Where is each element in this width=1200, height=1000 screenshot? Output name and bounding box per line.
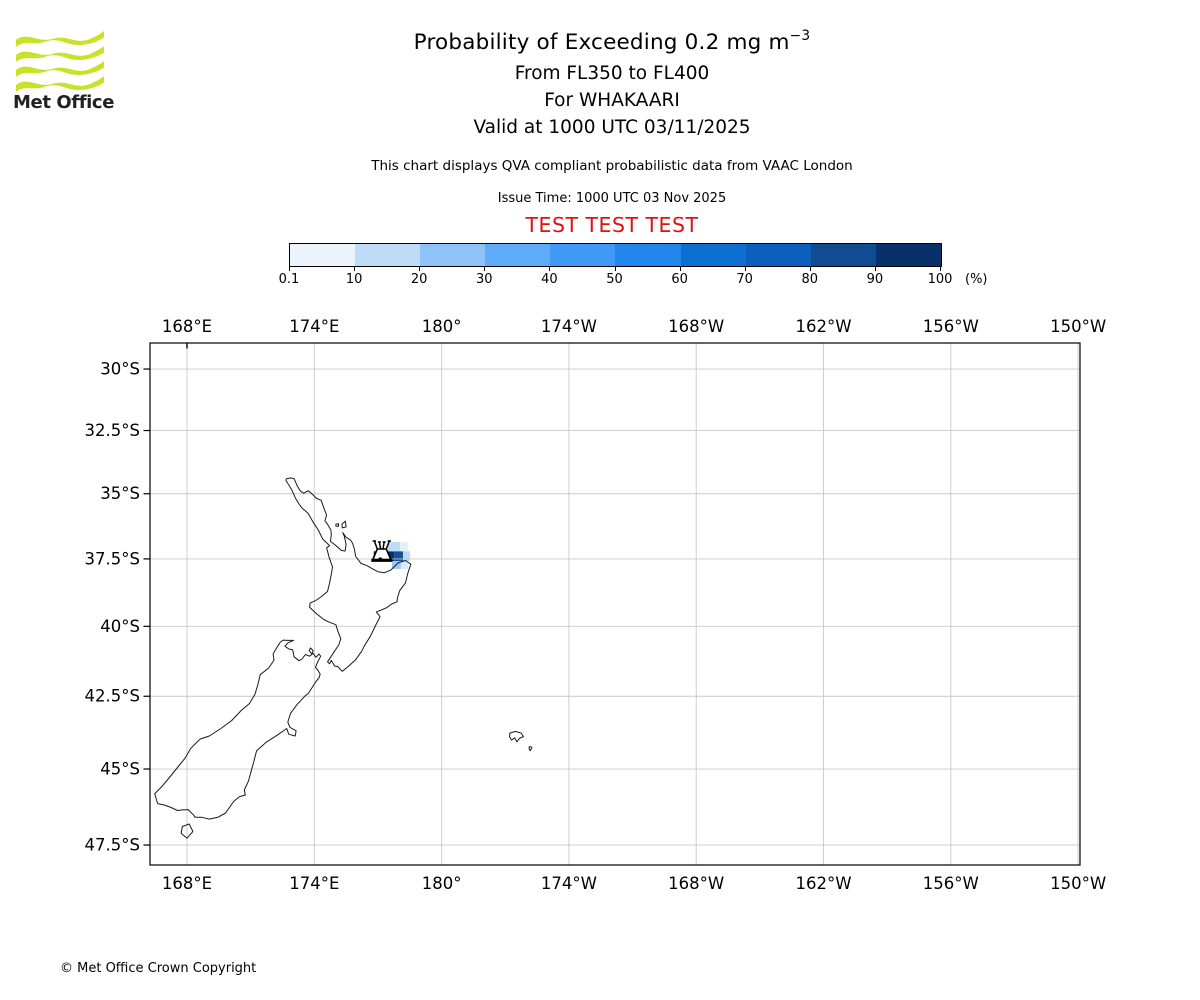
colorbar-tick xyxy=(679,266,681,271)
subtitle-flight-levels: From FL350 to FL400 xyxy=(514,63,710,84)
colorbar-tick xyxy=(614,266,616,271)
volcano-marker-part xyxy=(378,541,382,550)
colorbar-tick-label: 30 xyxy=(476,272,493,287)
colorbar-tick xyxy=(809,266,811,271)
coastline-durville_island xyxy=(308,647,314,655)
coastline-great_barrier_island xyxy=(341,520,347,529)
volcano-marker-part xyxy=(385,540,391,550)
probability-cell-10–20 xyxy=(387,542,401,552)
x-axis-label-top: 180° xyxy=(422,317,462,336)
colorbar-tick-label: 40 xyxy=(541,272,558,287)
volcano-marker-icon xyxy=(371,540,393,562)
y-axis-label: 42.5°S xyxy=(85,687,140,706)
colorbar-segment-50-60 xyxy=(615,244,681,266)
colorbar-tick xyxy=(419,266,421,271)
qva-note: This chart displays QVA compliant probab… xyxy=(371,158,853,174)
logo-wave-band xyxy=(16,76,104,92)
colorbar-segment-10-20 xyxy=(355,244,421,266)
subtitle-volcano: For WHAKAARI xyxy=(544,90,680,111)
colorbar-tick-label: 50 xyxy=(606,272,623,287)
colorbar-tick xyxy=(940,266,941,271)
x-axis-label-bottom: 156°W xyxy=(923,874,979,893)
coastline-north_island xyxy=(285,477,412,672)
volcano-marker-part xyxy=(382,541,385,550)
chart-title-exponent: −3 xyxy=(789,28,811,44)
colorbar-tick-label: 10 xyxy=(345,272,363,287)
probability-colorbar xyxy=(289,243,942,267)
colorbar-tick xyxy=(744,266,746,271)
volcano-marker-part xyxy=(378,557,383,562)
colorbar-segment-20-30 xyxy=(420,244,486,266)
copyright-footer: © Met Office Crown Copyright xyxy=(60,961,257,976)
x-axis-label-bottom: 150°W xyxy=(1050,874,1106,893)
colorbar-segment-30-40 xyxy=(485,244,551,266)
colorbar-segment-80-90 xyxy=(810,244,876,266)
x-axis-label-top: 156°W xyxy=(923,317,979,336)
coastline-pitt_island xyxy=(528,746,533,752)
probability-cell-0.1–10 xyxy=(400,561,408,570)
x-axis-label-bottom: 168°E xyxy=(162,874,212,893)
y-axis-label: 37.5°S xyxy=(85,549,140,568)
met-office-logo-wordmark: Met Office xyxy=(13,92,115,113)
volcano-marker-part xyxy=(373,540,379,550)
y-axis-label: 45°S xyxy=(100,760,140,779)
probability-cell-80–90 xyxy=(394,551,403,562)
chart-title: Probability of Exceeding 0.2 mg m−3 xyxy=(24,28,1200,56)
colorbar-tick-label: 60 xyxy=(671,272,688,287)
subtitle-valid-time: Valid at 1000 UTC 03/11/2025 xyxy=(473,117,751,138)
x-axis-label-top: 168°E xyxy=(162,317,212,336)
chart-title-text: Probability of Exceeding 0.2 mg m xyxy=(413,30,790,56)
coastline-south_island xyxy=(154,639,322,820)
colorbar-tick xyxy=(874,266,876,271)
colorbar-tick-label: 80 xyxy=(801,272,819,287)
colorbar-tick xyxy=(354,266,356,271)
colorbar-tick-label: 0.1 xyxy=(278,272,300,287)
x-axis-label-top: 150°W xyxy=(1050,317,1106,336)
y-axis-label: 32.5°S xyxy=(85,421,140,440)
x-axis-label-bottom: 174°E xyxy=(289,874,339,893)
coastline-chatham_island xyxy=(509,730,524,743)
x-axis-label-bottom: 162°W xyxy=(795,874,851,893)
x-axis-label-top: 168°W xyxy=(668,317,724,336)
y-axis-label: 47.5°S xyxy=(85,836,140,855)
logo-wave-band xyxy=(16,31,104,47)
colorbar-segment-0.1-10 xyxy=(290,244,356,266)
test-banner: TEST TEST TEST xyxy=(525,213,699,237)
x-axis-label-bottom: 174°W xyxy=(541,874,597,893)
colorbar-segment-70-80 xyxy=(745,244,811,266)
x-axis-label-top: 174°E xyxy=(289,317,339,336)
colorbar-segment-60-70 xyxy=(680,244,746,266)
colorbar-segment-40-50 xyxy=(550,244,616,266)
x-axis-label-bottom: 180° xyxy=(422,874,462,893)
issue-time: Issue Time: 1000 UTC 03 Nov 2025 xyxy=(497,191,727,206)
colorbar-tick-label: 20 xyxy=(410,272,428,287)
logo-wave-band xyxy=(16,46,104,62)
colorbar-segment-90-100 xyxy=(875,244,941,266)
probability-cell-10–20 xyxy=(402,551,410,562)
coastline-little_barrier_island xyxy=(335,523,339,527)
colorbar-tick xyxy=(549,266,551,271)
colorbar-tick-label: 90 xyxy=(866,272,884,287)
probability-cell-0.1–10 xyxy=(400,542,408,552)
x-axis-label-top: 174°W xyxy=(541,317,597,336)
colorbar-tick xyxy=(484,266,486,271)
colorbar-unit-label: (%) xyxy=(965,272,988,287)
colorbar-tick-label: 70 xyxy=(736,272,753,287)
met-office-logo-waves-icon xyxy=(16,31,104,92)
colorbar-tick xyxy=(289,266,290,271)
y-axis-label: 35°S xyxy=(100,484,140,503)
coastline-stewart_island xyxy=(180,823,194,839)
y-axis-label: 40°S xyxy=(100,617,140,636)
x-axis-label-bottom: 168°W xyxy=(668,874,724,893)
colorbar-tick-label: 100 xyxy=(927,272,953,287)
map-frame xyxy=(149,342,1081,866)
map-canvas: 168°E 168°E 174°E 174°E 180° 180° 174°W 174°W 16… xyxy=(85,317,1107,893)
colorbar-tick-labels: 0.1 10 20 30 40 50 60 70 80 90 100 (%) xyxy=(279,266,989,290)
logo-wave-band xyxy=(16,61,104,77)
y-axis-label: 30°S xyxy=(100,360,140,379)
x-axis-label-top: 162°W xyxy=(795,317,851,336)
